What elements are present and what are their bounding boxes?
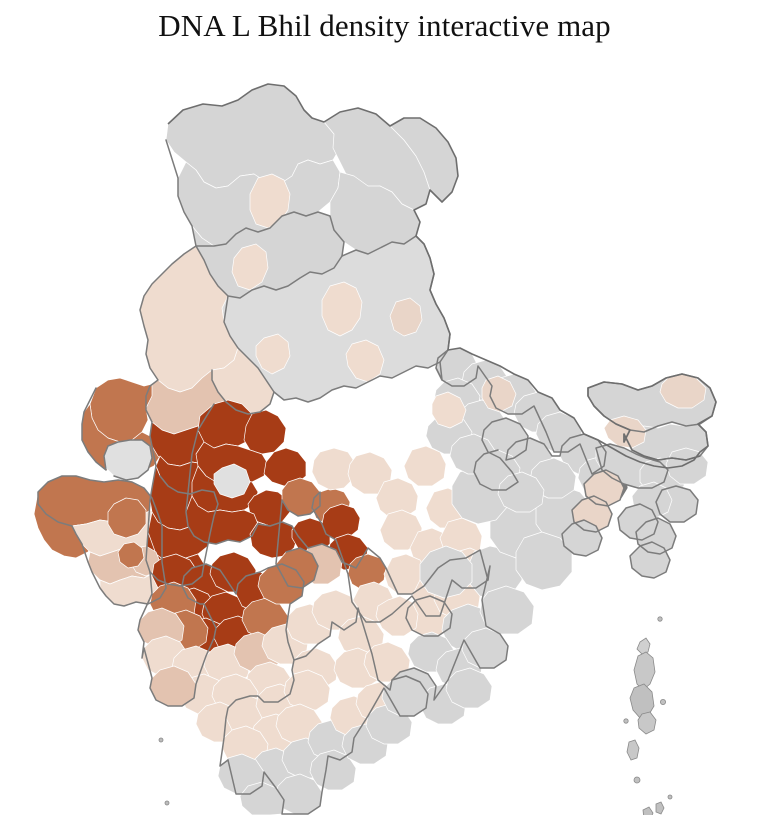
page-title: DNA L Bhil density interactive map: [158, 8, 611, 43]
region-north-states[interactable]: [178, 160, 420, 298]
map-svg[interactable]: [0, 52, 769, 815]
region-maharashtra[interactable]: [138, 552, 384, 714]
region-andaman-nicobar[interactable]: [159, 617, 672, 815]
india-choropleth-map[interactable]: [0, 52, 769, 815]
country-boundary: [168, 84, 716, 468]
region-south[interactable]: [196, 670, 428, 815]
region-jammu-kashmir[interactable]: [166, 84, 458, 210]
region-uttar-pradesh[interactable]: [222, 236, 450, 402]
region-northeast[interactable]: [562, 374, 716, 578]
